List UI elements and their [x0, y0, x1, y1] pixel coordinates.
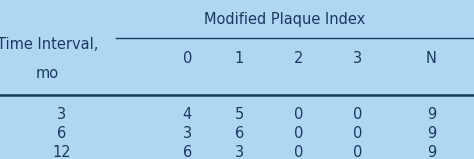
Text: 2: 2	[294, 51, 303, 66]
Text: 6: 6	[235, 126, 244, 141]
Text: 0: 0	[353, 126, 363, 141]
Text: 5: 5	[235, 107, 244, 122]
Text: Time Interval,: Time Interval,	[0, 37, 98, 52]
Text: 9: 9	[427, 107, 436, 122]
Text: 12: 12	[52, 145, 71, 159]
Text: 0: 0	[353, 145, 363, 159]
Text: 0: 0	[294, 145, 303, 159]
Text: 0: 0	[182, 51, 192, 66]
Text: 4: 4	[182, 107, 192, 122]
Text: Modified Plaque Index: Modified Plaque Index	[204, 12, 365, 27]
Text: 6: 6	[182, 145, 192, 159]
Text: 0: 0	[294, 107, 303, 122]
Text: 3: 3	[353, 51, 363, 66]
Text: 3: 3	[182, 126, 192, 141]
Text: 1: 1	[235, 51, 244, 66]
Text: 6: 6	[57, 126, 66, 141]
Text: mo: mo	[36, 66, 59, 81]
Text: 0: 0	[353, 107, 363, 122]
Text: 9: 9	[427, 126, 436, 141]
Text: 0: 0	[294, 126, 303, 141]
Text: 3: 3	[235, 145, 244, 159]
Text: N: N	[426, 51, 437, 66]
Text: 3: 3	[57, 107, 66, 122]
Text: 9: 9	[427, 145, 436, 159]
